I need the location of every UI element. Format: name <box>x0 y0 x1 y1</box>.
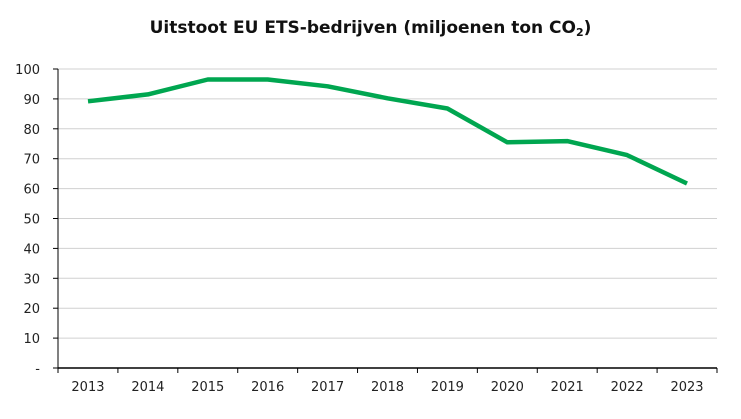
series-line <box>87 77 688 186</box>
chart-title: Uitstoot EU ETS-bedrijven (miljoenen ton… <box>0 18 741 39</box>
x-tick-label: 2022 <box>611 380 644 395</box>
series-layer <box>87 77 688 186</box>
y-tick-label: 50 <box>23 213 40 228</box>
chart-title-text: Uitstoot EU ETS-bedrijven (miljoenen ton… <box>149 18 576 38</box>
x-tick-label: 2021 <box>551 380 584 395</box>
x-tick-label: 2019 <box>431 380 464 395</box>
x-tick-label: 2013 <box>71 380 104 395</box>
grid-lines <box>58 68 717 339</box>
tick-labels: - 10 20 30 40 50 60 70 80 90 100 2013 2014 2015 2016 20… <box>15 63 703 395</box>
y-tick-label: 40 <box>23 242 40 257</box>
x-tick-label: 2020 <box>491 380 524 395</box>
y-tick-label: - <box>35 362 40 377</box>
y-tick-label: 60 <box>23 183 40 198</box>
y-tick-label: 20 <box>23 302 40 317</box>
y-tick-label: 10 <box>23 332 40 347</box>
axes <box>53 68 718 373</box>
y-tick-label: 100 <box>15 63 40 78</box>
x-tick-label: 2015 <box>191 380 224 395</box>
y-tick-label: 70 <box>23 153 40 168</box>
x-tick-label: 2016 <box>251 380 284 395</box>
y-tick-label: 90 <box>23 93 40 108</box>
y-tick-label: 30 <box>23 272 40 287</box>
y-tick-label: 80 <box>23 123 40 138</box>
x-tick-label: 2014 <box>131 380 164 395</box>
chart-title-subscript: 2 <box>575 26 584 39</box>
x-tick-label: 2018 <box>371 380 404 395</box>
x-tick-label: 2023 <box>670 380 703 395</box>
x-tick-label: 2017 <box>311 380 344 395</box>
chart-title-suffix: ) <box>583 18 592 38</box>
